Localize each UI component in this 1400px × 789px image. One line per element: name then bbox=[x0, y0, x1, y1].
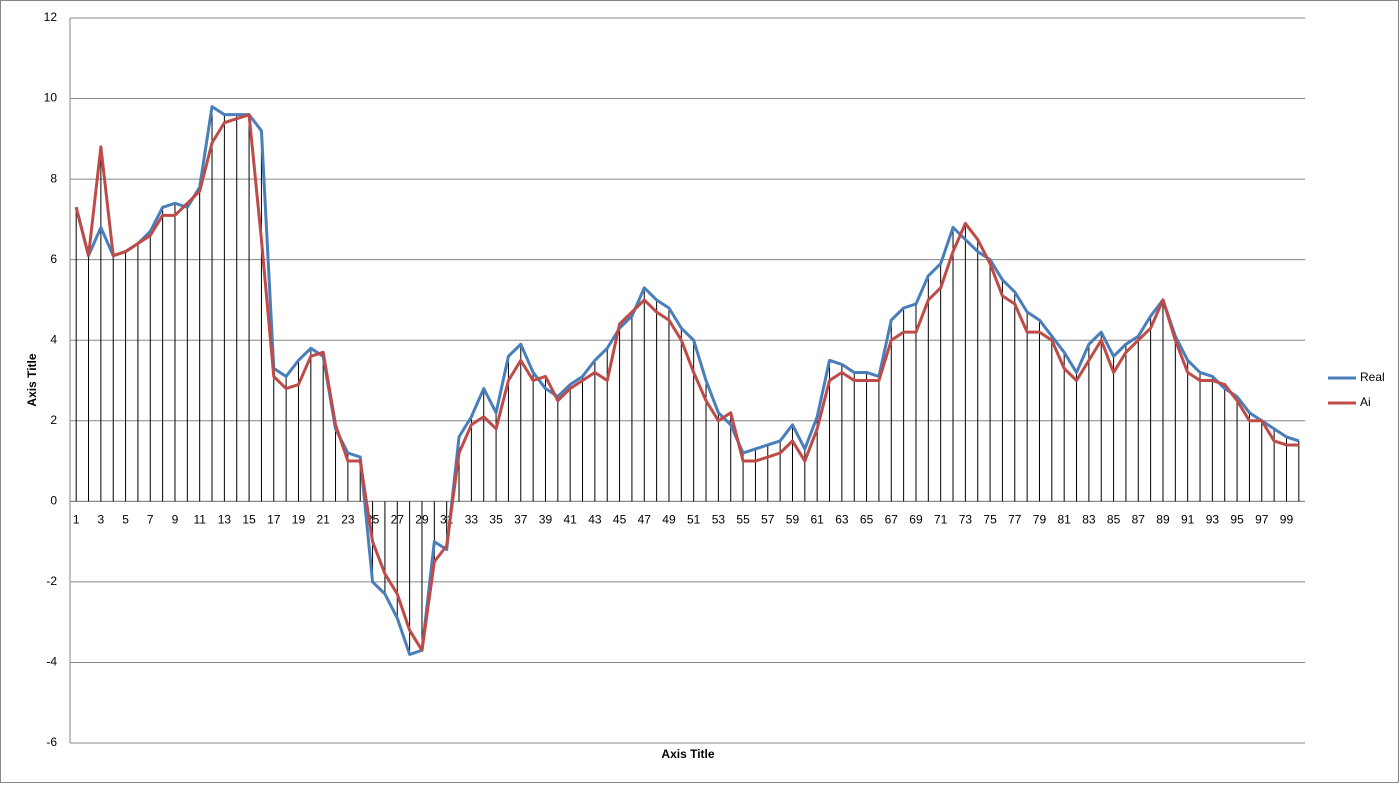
x-tick-label: 95 bbox=[1230, 513, 1244, 527]
x-tick-label: 65 bbox=[860, 513, 874, 527]
y-axis-title: Axis Title bbox=[25, 353, 39, 406]
y-tick-label: 0 bbox=[50, 494, 57, 508]
x-tick-label: 33 bbox=[465, 513, 479, 527]
x-tick-label: 91 bbox=[1181, 513, 1195, 527]
y-tick-label: -6 bbox=[46, 735, 57, 749]
x-tick-label: 39 bbox=[539, 513, 553, 527]
x-tick-label: 99 bbox=[1280, 513, 1294, 527]
x-tick-label: 73 bbox=[959, 513, 973, 527]
legend-label: Real bbox=[1360, 370, 1385, 384]
x-tick-label: 49 bbox=[662, 513, 676, 527]
x-tick-label: 55 bbox=[736, 513, 750, 527]
x-tick-label: 53 bbox=[712, 513, 726, 527]
x-tick-label: 13 bbox=[218, 513, 232, 527]
x-axis-title: Axis Title bbox=[661, 747, 714, 761]
x-tick-label: 17 bbox=[267, 513, 281, 527]
x-tick-label: 77 bbox=[1008, 513, 1022, 527]
x-tick-label: 89 bbox=[1156, 513, 1170, 527]
legend-label: Ai bbox=[1360, 395, 1371, 409]
x-tick-label: 11 bbox=[193, 513, 206, 527]
x-tick-label: 1 bbox=[73, 513, 80, 527]
series-line bbox=[74, 113, 1299, 652]
x-tick-label: 83 bbox=[1082, 513, 1096, 527]
x-tick-label: 57 bbox=[761, 513, 775, 527]
x-tick-label: 81 bbox=[1057, 513, 1071, 527]
x-tick-label: 71 bbox=[934, 513, 948, 527]
x-tick-label: 3 bbox=[98, 513, 105, 527]
x-tick-label: 23 bbox=[341, 513, 355, 527]
y-tick-label: -2 bbox=[46, 574, 57, 588]
x-tick-label: 97 bbox=[1255, 513, 1269, 527]
y-tick-label: 12 bbox=[44, 10, 58, 24]
x-tick-label: 37 bbox=[514, 513, 528, 527]
x-tick-label: 19 bbox=[292, 513, 306, 527]
x-tick-label: 9 bbox=[172, 513, 179, 527]
x-tick-label: 41 bbox=[563, 513, 577, 527]
x-tick-label: 5 bbox=[122, 513, 129, 527]
x-tick-label: 7 bbox=[147, 513, 154, 527]
x-tick-label: 45 bbox=[613, 513, 627, 527]
y-tick-label: 10 bbox=[44, 91, 58, 105]
x-tick-label: 35 bbox=[489, 513, 503, 527]
x-tick-label: 79 bbox=[1033, 513, 1047, 527]
x-tick-label: 61 bbox=[810, 513, 824, 527]
x-tick-label: 63 bbox=[835, 513, 849, 527]
x-tick-label: 47 bbox=[638, 513, 652, 527]
y-tick-label: -4 bbox=[46, 655, 57, 669]
y-tick-label: 2 bbox=[50, 413, 57, 427]
x-tick-label: 59 bbox=[786, 513, 800, 527]
x-tick-label: 43 bbox=[588, 513, 602, 527]
x-tick-label: 85 bbox=[1107, 513, 1121, 527]
x-tick-label: 67 bbox=[885, 513, 899, 527]
x-tick-label: 75 bbox=[983, 513, 997, 527]
y-tick-label: 6 bbox=[50, 252, 57, 266]
x-tick-label: 21 bbox=[316, 513, 330, 527]
x-tick-label: 69 bbox=[909, 513, 923, 527]
x-tick-label: 93 bbox=[1206, 513, 1220, 527]
x-tick-label: 15 bbox=[242, 513, 256, 527]
x-tick-label: 87 bbox=[1132, 513, 1146, 527]
x-tick-label: 51 bbox=[687, 513, 701, 527]
y-tick-label: 8 bbox=[50, 171, 57, 185]
series-line bbox=[74, 105, 1300, 656]
y-tick-label: 4 bbox=[50, 332, 57, 346]
